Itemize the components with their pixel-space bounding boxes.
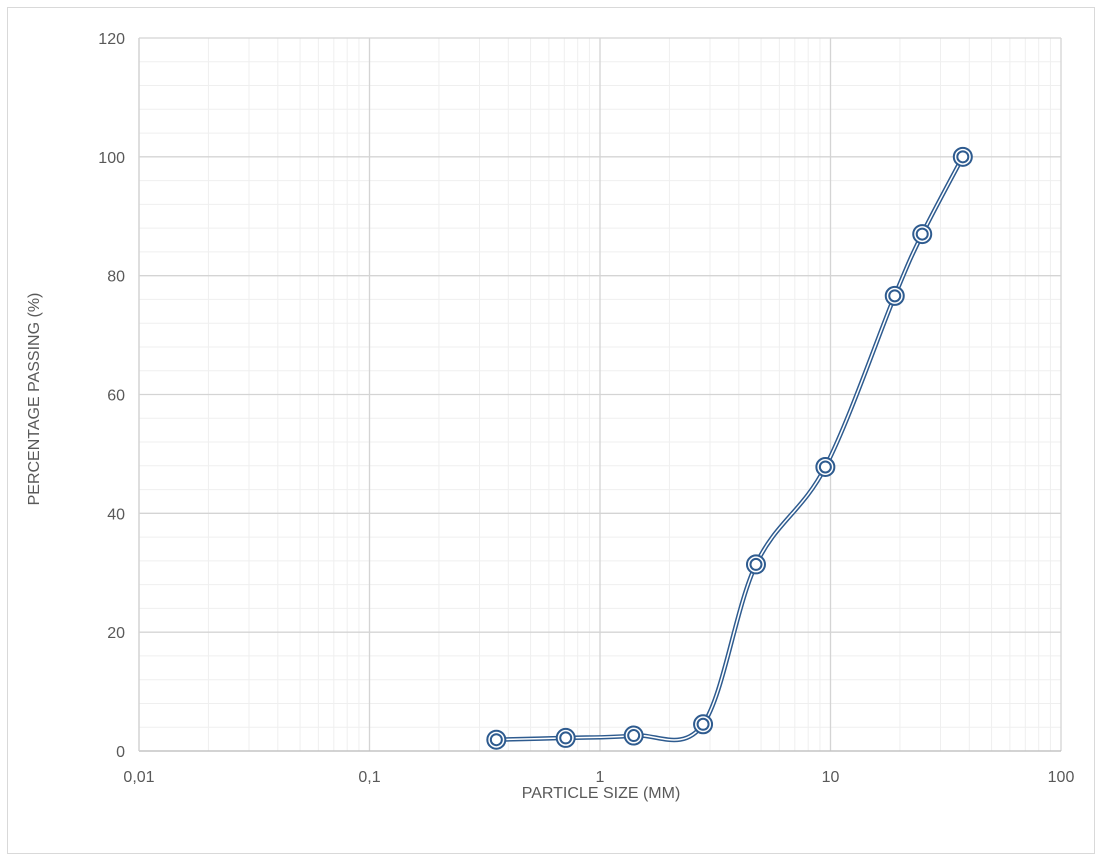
y-tick-label: 60 bbox=[107, 388, 125, 405]
x-tick-label: 100 bbox=[1048, 769, 1075, 786]
data-point-inner-ring bbox=[696, 717, 710, 731]
x-tick-label: 0,01 bbox=[123, 769, 154, 786]
x-tick-label: 10 bbox=[822, 769, 840, 786]
data-point-inner-ring bbox=[559, 731, 573, 745]
data-point-inner-ring bbox=[915, 227, 929, 241]
x-axis-title: PARTICLE SIZE (MM) bbox=[522, 785, 681, 802]
data-point bbox=[693, 714, 714, 735]
data-point bbox=[486, 729, 507, 750]
data-point bbox=[952, 146, 973, 167]
y-axis-title: PERCENTAGE PASSING (%) bbox=[26, 293, 43, 506]
series-line bbox=[496, 155, 965, 743]
data-point-inner-ring bbox=[627, 729, 641, 743]
axes bbox=[138, 38, 1061, 752]
gradation-chart: 0,01 0,1 1 10 100 0 20 40 60 80 100 120 PARTICLE S… bbox=[26, 31, 1074, 802]
x-tick-label: 1 bbox=[596, 769, 605, 786]
data-point-inner-ring bbox=[489, 733, 503, 747]
data-point-inner-ring bbox=[956, 150, 970, 164]
y-tick-label: 0 bbox=[116, 744, 125, 761]
y-tick-label: 100 bbox=[98, 150, 125, 167]
x-tick-labels: 0,01 0,1 1 10 100 bbox=[123, 769, 1074, 786]
data-point-inner-ring bbox=[749, 557, 763, 571]
data-point bbox=[555, 727, 576, 748]
data-point bbox=[912, 224, 933, 245]
series-group bbox=[486, 146, 973, 750]
chart-frame: 0,01 0,1 1 10 100 0 20 40 60 80 100 120 PARTICLE S… bbox=[7, 7, 1095, 854]
data-point-inner-ring bbox=[888, 289, 902, 303]
y-tick-label: 80 bbox=[107, 269, 125, 286]
y-tick-label: 20 bbox=[107, 625, 125, 642]
y-tick-label: 40 bbox=[107, 506, 125, 523]
y-tick-labels: 0 20 40 60 80 100 120 bbox=[98, 31, 125, 761]
y-tick-label: 120 bbox=[98, 31, 125, 48]
x-tick-label: 0,1 bbox=[358, 769, 380, 786]
data-point bbox=[745, 554, 766, 575]
data-point bbox=[815, 456, 836, 477]
data-point bbox=[623, 725, 644, 746]
data-point-inner-ring bbox=[818, 460, 832, 474]
data-point bbox=[884, 285, 905, 306]
